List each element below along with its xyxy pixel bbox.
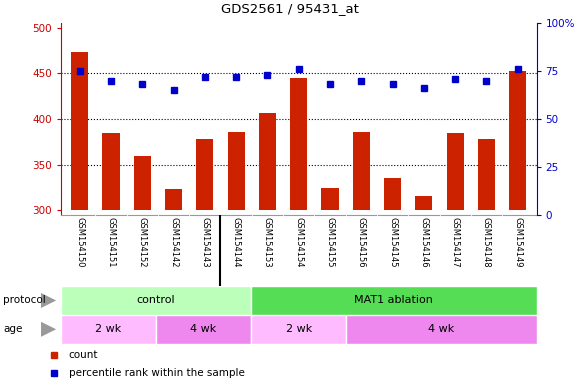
Bar bbox=[61, 315, 156, 344]
Bar bbox=[251, 286, 536, 315]
Bar bbox=[165, 189, 182, 210]
Text: percentile rank within the sample: percentile rank within the sample bbox=[69, 367, 245, 377]
Bar bbox=[61, 286, 251, 315]
Bar bbox=[196, 139, 213, 210]
Text: age: age bbox=[3, 324, 22, 334]
Polygon shape bbox=[41, 322, 56, 337]
Text: GSM154154: GSM154154 bbox=[294, 217, 303, 268]
Polygon shape bbox=[41, 293, 56, 308]
Bar bbox=[290, 78, 307, 210]
Bar bbox=[156, 315, 251, 344]
Text: MAT1 ablation: MAT1 ablation bbox=[354, 295, 433, 306]
Bar bbox=[71, 52, 88, 210]
Text: GSM154149: GSM154149 bbox=[513, 217, 522, 268]
Text: GDS2561 / 95431_at: GDS2561 / 95431_at bbox=[221, 2, 359, 15]
Text: 2 wk: 2 wk bbox=[95, 324, 122, 334]
Bar bbox=[321, 188, 339, 210]
Text: 2 wk: 2 wk bbox=[285, 324, 312, 334]
Text: GSM154151: GSM154151 bbox=[107, 217, 115, 268]
Text: GSM154145: GSM154145 bbox=[388, 217, 397, 268]
Text: GSM154147: GSM154147 bbox=[451, 217, 459, 268]
Text: GSM154146: GSM154146 bbox=[419, 217, 429, 268]
Text: GSM154143: GSM154143 bbox=[200, 217, 209, 268]
Text: protocol: protocol bbox=[3, 295, 46, 306]
Text: 4 wk: 4 wk bbox=[190, 324, 217, 334]
Bar bbox=[133, 156, 151, 210]
Bar bbox=[251, 315, 346, 344]
Text: GSM154144: GSM154144 bbox=[231, 217, 241, 268]
Text: GSM154142: GSM154142 bbox=[169, 217, 178, 268]
Bar bbox=[447, 133, 464, 210]
Bar bbox=[346, 315, 536, 344]
Text: control: control bbox=[137, 295, 175, 306]
Text: GSM154156: GSM154156 bbox=[357, 217, 366, 268]
Text: GSM154152: GSM154152 bbox=[138, 217, 147, 268]
Bar bbox=[259, 113, 276, 210]
Bar bbox=[227, 132, 245, 210]
Bar bbox=[509, 71, 526, 210]
Text: 4 wk: 4 wk bbox=[428, 324, 455, 334]
Bar bbox=[478, 139, 495, 210]
Text: GSM154148: GSM154148 bbox=[482, 217, 491, 268]
Bar bbox=[384, 179, 401, 210]
Bar bbox=[102, 133, 119, 210]
Text: GSM154150: GSM154150 bbox=[75, 217, 84, 268]
Bar bbox=[415, 196, 433, 210]
Text: count: count bbox=[69, 350, 98, 360]
Bar bbox=[353, 132, 370, 210]
Text: GSM154155: GSM154155 bbox=[325, 217, 335, 268]
Text: GSM154153: GSM154153 bbox=[263, 217, 272, 268]
